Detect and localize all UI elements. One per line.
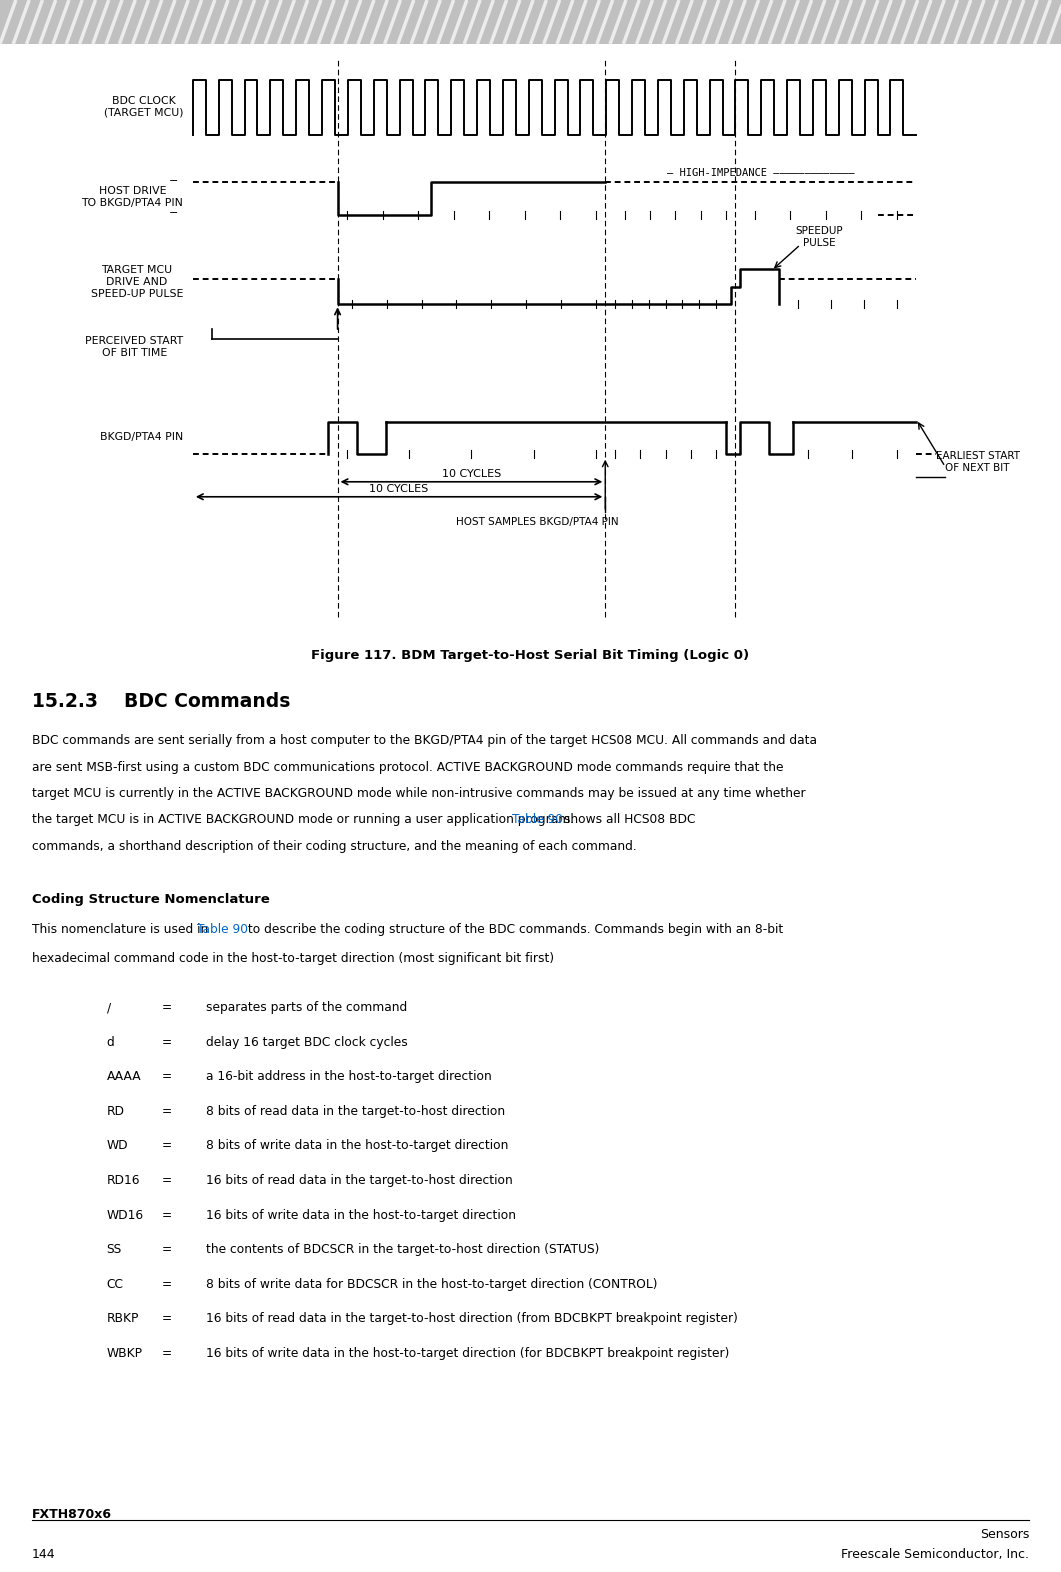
Text: =: = bbox=[161, 1313, 172, 1325]
Text: d: d bbox=[106, 1036, 115, 1049]
Text: PERCEIVED START
OF BIT TIME: PERCEIVED START OF BIT TIME bbox=[85, 336, 184, 358]
Text: 8 bits of write data in the host-to-target direction: 8 bits of write data in the host-to-targ… bbox=[206, 1140, 508, 1152]
Text: BDC commands are sent serially from a host computer to the BKGD/PTA4 pin of the : BDC commands are sent serially from a ho… bbox=[32, 734, 817, 747]
Text: – HIGH-IMPEDANCE –––––––––––––: – HIGH-IMPEDANCE ––––––––––––– bbox=[667, 168, 854, 178]
Text: are sent MSB-first using a custom BDC communications protocol. ACTIVE BACKGROUND: are sent MSB-first using a custom BDC co… bbox=[32, 761, 783, 773]
Text: −: − bbox=[169, 208, 178, 219]
Text: =: = bbox=[161, 1105, 172, 1118]
Text: WBKP: WBKP bbox=[106, 1347, 142, 1360]
Text: Table 90: Table 90 bbox=[512, 813, 563, 827]
Text: =: = bbox=[161, 1001, 172, 1014]
Text: RD16: RD16 bbox=[106, 1174, 140, 1187]
Text: SS: SS bbox=[106, 1243, 122, 1256]
Text: Figure 117. BDM Target-to-Host Serial Bit Timing (Logic 0): Figure 117. BDM Target-to-Host Serial Bi… bbox=[312, 649, 749, 662]
Text: Freescale Semiconductor, Inc.: Freescale Semiconductor, Inc. bbox=[841, 1548, 1029, 1561]
Text: =: = bbox=[161, 1140, 172, 1152]
Text: BKGD/PTA4 PIN: BKGD/PTA4 PIN bbox=[100, 432, 184, 442]
Text: =: = bbox=[161, 1071, 172, 1083]
Text: 8 bits of read data in the target-to-host direction: 8 bits of read data in the target-to-hos… bbox=[206, 1105, 505, 1118]
Text: 16 bits of write data in the host-to-target direction (for BDCBKPT breakpoint re: 16 bits of write data in the host-to-tar… bbox=[206, 1347, 730, 1360]
Text: AAAA: AAAA bbox=[106, 1071, 141, 1083]
Text: /: / bbox=[106, 1001, 110, 1014]
Text: to describe the coding structure of the BDC commands. Commands begin with an 8-b: to describe the coding structure of the … bbox=[244, 923, 783, 937]
Text: the contents of BDCSCR in the target-to-host direction (STATUS): the contents of BDCSCR in the target-to-… bbox=[206, 1243, 599, 1256]
Text: CC: CC bbox=[106, 1278, 124, 1291]
Text: 16 bits of read data in the target-to-host direction (from BDCBKPT breakpoint re: 16 bits of read data in the target-to-ho… bbox=[206, 1313, 738, 1325]
Text: 15.2.3    BDC Commands: 15.2.3 BDC Commands bbox=[32, 692, 291, 711]
Text: TARGET MCU
DRIVE AND
SPEED-UP PULSE: TARGET MCU DRIVE AND SPEED-UP PULSE bbox=[91, 266, 184, 299]
Text: RD: RD bbox=[106, 1105, 124, 1118]
Text: =: = bbox=[161, 1209, 172, 1221]
Text: −: − bbox=[169, 176, 178, 185]
Text: separates parts of the command: separates parts of the command bbox=[206, 1001, 407, 1014]
Text: 10 CYCLES: 10 CYCLES bbox=[369, 484, 429, 494]
Text: SPEEDUP
PULSE: SPEEDUP PULSE bbox=[796, 226, 843, 248]
Text: delay 16 target BDC clock cycles: delay 16 target BDC clock cycles bbox=[206, 1036, 408, 1049]
Text: commands, a shorthand description of their coding structure, and the meaning of : commands, a shorthand description of the… bbox=[32, 839, 637, 852]
Text: =: = bbox=[161, 1174, 172, 1187]
Text: the target MCU is in ACTIVE BACKGROUND mode or running a user application progra: the target MCU is in ACTIVE BACKGROUND m… bbox=[32, 813, 578, 827]
Text: =: = bbox=[161, 1036, 172, 1049]
Text: a 16-bit address in the host-to-target direction: a 16-bit address in the host-to-target d… bbox=[206, 1071, 492, 1083]
Text: Coding Structure Nomenclature: Coding Structure Nomenclature bbox=[32, 893, 269, 905]
Text: 10 CYCLES: 10 CYCLES bbox=[441, 468, 501, 479]
Text: target MCU is currently in the ACTIVE BACKGROUND mode while non-intrusive comman: target MCU is currently in the ACTIVE BA… bbox=[32, 788, 805, 800]
Text: =: = bbox=[161, 1243, 172, 1256]
Text: EARLIEST START
OF NEXT BIT: EARLIEST START OF NEXT BIT bbox=[936, 451, 1020, 473]
Text: WD16: WD16 bbox=[106, 1209, 143, 1221]
Text: Sensors: Sensors bbox=[979, 1528, 1029, 1541]
Text: FXTH870x6: FXTH870x6 bbox=[32, 1508, 111, 1520]
Text: HOST SAMPLES BKGD/PTA4 PIN: HOST SAMPLES BKGD/PTA4 PIN bbox=[456, 517, 619, 527]
Text: HOST DRIVE
TO BKGD/PTA4 PIN: HOST DRIVE TO BKGD/PTA4 PIN bbox=[82, 185, 184, 208]
Text: =: = bbox=[161, 1347, 172, 1360]
Text: BDC CLOCK
(TARGET MCU): BDC CLOCK (TARGET MCU) bbox=[104, 96, 184, 118]
Text: 16 bits of write data in the host-to-target direction: 16 bits of write data in the host-to-tar… bbox=[206, 1209, 517, 1221]
Text: =: = bbox=[161, 1278, 172, 1291]
Text: shows all HCS08 BDC: shows all HCS08 BDC bbox=[560, 813, 695, 827]
Text: WD: WD bbox=[106, 1140, 128, 1152]
Text: 8 bits of write data for BDCSCR in the host-to-target direction (CONTROL): 8 bits of write data for BDCSCR in the h… bbox=[206, 1278, 658, 1291]
Text: 144: 144 bbox=[32, 1548, 55, 1561]
Text: Table 90: Table 90 bbox=[196, 923, 247, 937]
Text: This nomenclature is used in: This nomenclature is used in bbox=[32, 923, 212, 937]
Text: RBKP: RBKP bbox=[106, 1313, 139, 1325]
Text: hexadecimal command code in the host-to-target direction (most significant bit f: hexadecimal command code in the host-to-… bbox=[32, 953, 554, 965]
Text: 16 bits of read data in the target-to-host direction: 16 bits of read data in the target-to-ho… bbox=[206, 1174, 514, 1187]
